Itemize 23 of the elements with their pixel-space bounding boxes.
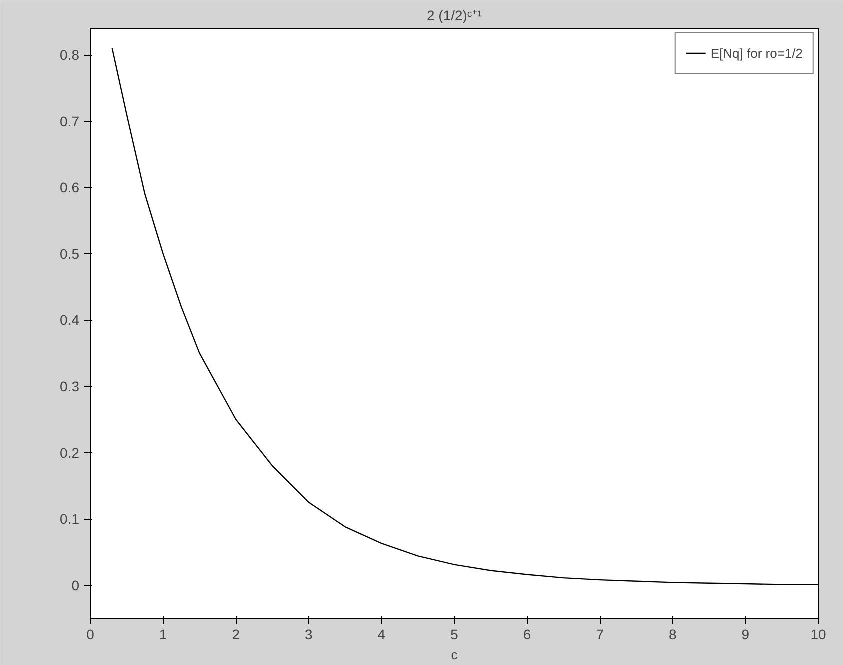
y-tick-label: 0.3 xyxy=(60,378,80,394)
x-tick-label: 9 xyxy=(742,626,750,642)
y-tick-label: 0.1 xyxy=(60,511,80,528)
x-tick-label: 10 xyxy=(810,626,826,642)
x-tick-label: 7 xyxy=(596,626,604,642)
y-tick-label: 0.2 xyxy=(60,444,80,461)
x-axis-title: c xyxy=(451,648,458,662)
x-tick-label: 8 xyxy=(669,626,678,642)
x-tick-label: 2 xyxy=(232,626,240,642)
y-tick-label: 0 xyxy=(72,577,80,594)
y-tick-label: 0.4 xyxy=(60,312,80,328)
x-tick-label: 0 xyxy=(86,626,95,642)
x-tick-label: 1 xyxy=(159,626,168,642)
legend-label: E[Nq] for ro=1/2 xyxy=(710,46,803,60)
chart-title: 2 (1/2)ᶜ⁺¹ xyxy=(426,8,482,24)
x-tick-label: 6 xyxy=(523,626,532,642)
y-tick-label: 0.8 xyxy=(60,47,80,64)
y-tick-label: 0.5 xyxy=(60,246,80,262)
x-tick-label: 3 xyxy=(305,626,314,642)
y-tick-label: 0.6 xyxy=(60,180,80,196)
x-tick-label: 5 xyxy=(450,626,459,642)
x-tick-label: 4 xyxy=(378,626,386,642)
y-tick-label: 0.7 xyxy=(60,113,80,130)
